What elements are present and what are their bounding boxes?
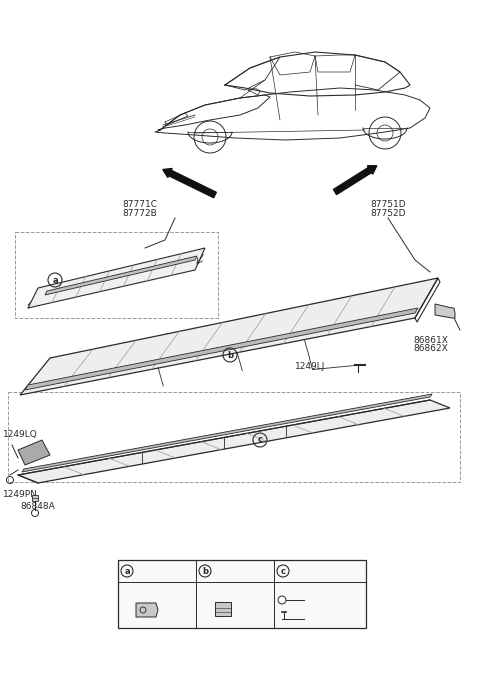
Polygon shape <box>28 248 205 308</box>
FancyArrow shape <box>163 169 216 197</box>
Text: 86861X: 86861X <box>413 336 448 345</box>
Text: 86862X: 86862X <box>413 344 448 353</box>
Text: c: c <box>280 566 286 575</box>
FancyBboxPatch shape <box>215 602 231 616</box>
Text: 87772B: 87772B <box>122 209 157 218</box>
Text: a: a <box>52 275 58 285</box>
Text: 1249LQ: 1249LQ <box>3 430 38 439</box>
Polygon shape <box>20 278 438 395</box>
Polygon shape <box>22 394 432 472</box>
Text: c: c <box>257 436 263 444</box>
Text: 86848A: 86848A <box>20 502 55 511</box>
Text: b: b <box>227 350 233 360</box>
Polygon shape <box>32 495 38 501</box>
Polygon shape <box>18 440 50 465</box>
Polygon shape <box>18 400 450 483</box>
Text: 1249LJ: 1249LJ <box>295 362 325 371</box>
Polygon shape <box>118 560 366 628</box>
Text: 87771C: 87771C <box>122 200 157 209</box>
Polygon shape <box>45 256 197 295</box>
Text: 87786: 87786 <box>214 567 245 577</box>
Text: 1730AA: 1730AA <box>306 597 341 606</box>
Text: 87752D: 87752D <box>370 209 406 218</box>
Text: 87751D: 87751D <box>370 200 406 209</box>
Text: 87715G: 87715G <box>136 567 175 577</box>
Text: b: b <box>202 566 208 575</box>
Text: 1249LJ: 1249LJ <box>306 616 336 625</box>
Text: 1249PN: 1249PN <box>3 490 38 499</box>
FancyArrow shape <box>334 166 377 195</box>
Polygon shape <box>435 304 455 318</box>
Polygon shape <box>25 308 418 390</box>
Polygon shape <box>136 603 158 617</box>
Text: a: a <box>124 566 130 575</box>
